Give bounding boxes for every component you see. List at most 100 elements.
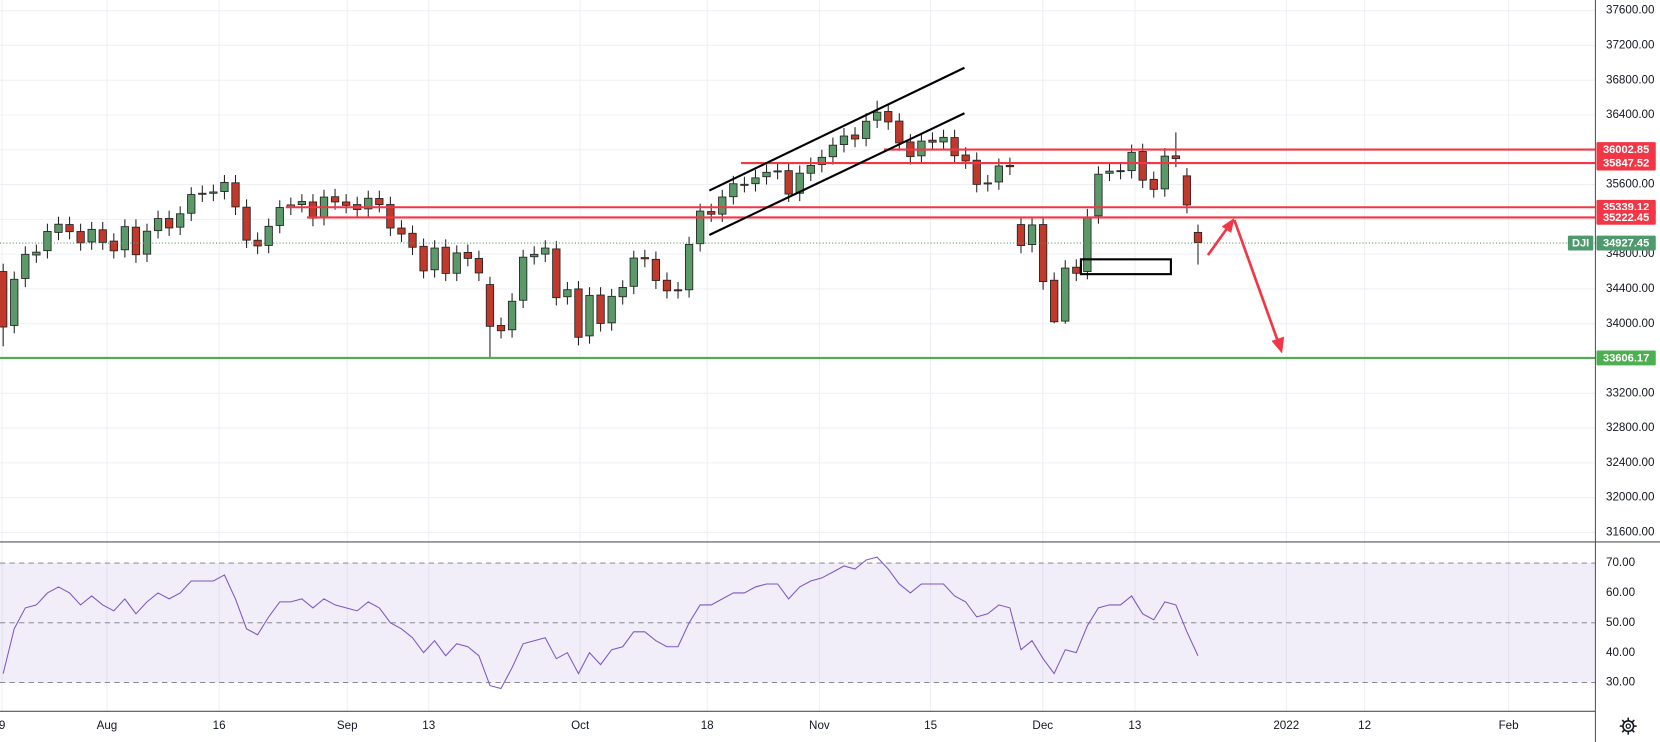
candle-body: [1182, 175, 1192, 206]
candle-body: [1061, 267, 1070, 322]
candle-body: [773, 170, 782, 173]
candle-body: [1083, 216, 1092, 272]
candle-body: [707, 211, 716, 215]
candle-body: [1171, 155, 1180, 160]
candle-body: [131, 226, 141, 256]
candle-body: [751, 177, 760, 185]
candle-body: [1127, 151, 1136, 172]
candle-body: [839, 135, 849, 145]
candle-body: [850, 134, 860, 140]
candle-body: [209, 191, 218, 194]
arrow-head: [1271, 336, 1285, 354]
candle-body: [176, 213, 185, 228]
price-tag: [1596, 155, 1656, 171]
price-pane: [0, 100, 1596, 360]
candle-body: [618, 287, 627, 298]
candle-body: [729, 183, 738, 198]
x-tick-label: 12: [1358, 719, 1371, 732]
gear-teeth[interactable]: [1619, 717, 1637, 735]
candle-body: [519, 256, 528, 301]
candle-body: [452, 252, 461, 274]
candle-body: [563, 289, 572, 298]
candle-body: [275, 207, 284, 226]
x-tick-label: 13: [422, 719, 435, 732]
y-tick-label: 36800.00: [1606, 73, 1655, 86]
candle-body: [87, 228, 96, 243]
x-tick-label: 13: [1128, 719, 1141, 732]
settings-icon[interactable]: [1619, 717, 1637, 735]
candle-body: [485, 284, 495, 327]
price-tag: [1596, 209, 1656, 225]
candle-body: [861, 120, 871, 139]
labels: 9 Aug 16 Sep 13 Oct 18 Nov 15 Dec 13 2022 12 Feb 31600…: [0, 4, 1656, 732]
candle-body: [198, 192, 207, 195]
candle-body: [109, 240, 118, 252]
candle-body: [474, 258, 484, 274]
rsi-line: [2, 556, 1199, 690]
arrow: [1233, 219, 1281, 345]
arrow-head: [1221, 218, 1235, 233]
candle-body: [972, 159, 981, 185]
y-tick-label: 32000.00: [1606, 491, 1655, 504]
symbol-tag-label: DJI: [1572, 238, 1589, 250]
candle-body: [629, 257, 638, 287]
price-tag: [1596, 350, 1656, 366]
candle-body: [541, 247, 550, 255]
price-tag-label: 34927.45: [1603, 238, 1649, 250]
candle-body: [651, 258, 661, 281]
x-tick-label: 9: [0, 719, 5, 732]
candle-body: [0, 271, 8, 328]
x-tick-label: Oct: [571, 719, 590, 732]
candle-body: [1149, 178, 1158, 190]
candle-body: [1027, 224, 1037, 245]
candle-body: [386, 204, 395, 229]
gear-hub[interactable]: [1625, 723, 1631, 729]
candle-body: [983, 182, 992, 185]
x-tick-label: 15: [924, 719, 937, 732]
x-tick-label: Dec: [1032, 719, 1053, 732]
candle-body: [496, 325, 506, 332]
candle-body: [364, 197, 373, 210]
price-tag-label: 35222.45: [1603, 212, 1649, 224]
candle-body: [740, 183, 749, 186]
candle-body: [928, 139, 937, 143]
candle-body: [784, 170, 793, 195]
candle-body: [1072, 266, 1081, 274]
price-tag-label: 35339.12: [1603, 202, 1649, 214]
candle-body: [950, 137, 959, 157]
price-tag-label: 36002.85: [1603, 144, 1649, 156]
candle-body: [419, 245, 428, 272]
candle-body: [187, 194, 196, 214]
candle-body: [939, 136, 948, 143]
candle-body: [1005, 164, 1015, 168]
drawings: [708, 66, 1285, 354]
candle-body: [1105, 170, 1114, 174]
price-tag-label: 35847.52: [1603, 157, 1649, 169]
candle-body: [817, 156, 826, 165]
x-tick-label: Feb: [1499, 719, 1519, 732]
candle-body: [397, 227, 406, 235]
candle-body: [994, 165, 1003, 183]
symbol-tag: [1567, 235, 1594, 251]
candle-body: [662, 279, 672, 292]
candle-body: [1038, 224, 1048, 283]
candle-body: [673, 289, 683, 292]
candle-body: [1138, 151, 1147, 181]
candle-body: [1094, 173, 1103, 217]
candle-body: [684, 243, 694, 291]
candle-body: [873, 111, 882, 121]
x-tick-label: 16: [213, 719, 226, 732]
candle-body: [1116, 170, 1125, 173]
candle-body: [408, 232, 417, 248]
rsi-tick-label: 50.00: [1606, 616, 1636, 629]
candle-body: [806, 164, 815, 174]
candle-body: [696, 210, 705, 245]
candle-body: [430, 247, 439, 271]
y-tick-label: 34800.00: [1606, 247, 1655, 260]
arrow: [1206, 224, 1231, 256]
y-tick-label: 31600.00: [1606, 526, 1655, 539]
candle-body: [10, 278, 19, 326]
candle-body: [330, 196, 340, 203]
